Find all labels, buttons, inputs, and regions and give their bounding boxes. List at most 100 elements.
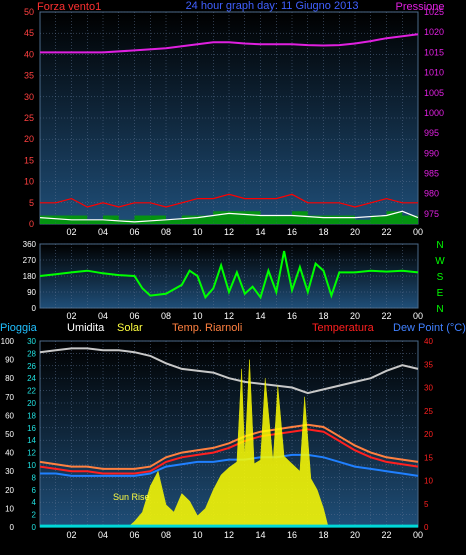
x-tick-label: 04 [98,227,108,237]
series-wind_speed-bar [260,215,277,224]
direction-label: W [435,256,445,267]
y-tick-left: 20 [24,134,34,144]
y-tick-humidity: 90 [5,356,14,365]
series-wind_speed-bar [276,215,292,224]
y-tick-rain: 30 [27,337,36,346]
direction-label: N [436,240,443,251]
series-temperature [39,428,419,475]
y-tick-left: 5 [29,198,34,208]
right-axis-label: Pressione [396,1,445,13]
y-tick-humidity: 30 [5,467,14,476]
y-tick-rain: 28 [27,349,36,358]
legend-item: Pioggia [0,322,38,334]
chart-title: 24 hour graph day: 11 Giugno 2013 [186,0,359,12]
x-tick-label: 08 [161,530,171,540]
y-tick-left: 0 [29,219,34,229]
y-tick-direction: 90 [27,288,36,297]
series-temp_apparent [39,423,419,470]
y-tick-direction: 0 [32,304,37,313]
y-tick-humidity: 40 [5,449,14,458]
direction-label: E [437,288,444,299]
y-tick-humidity: 60 [5,411,14,420]
y-tick-right: 990 [424,148,439,158]
x-tick-label: 00 [413,311,423,321]
series-wind_speed-bar [370,215,387,224]
left-axis-label: Forza vento1 [37,1,101,13]
x-tick-label: 02 [66,311,76,321]
y-tick-left: 35 [24,71,34,81]
y-tick-rain: 4 [32,498,37,507]
series-wind_avg [39,210,419,223]
y-tick-left: 25 [24,113,34,123]
y-tick-right: 1020 [424,27,444,37]
y-tick-humidity: 80 [5,374,14,383]
x-tick-label: 18 [318,227,328,237]
series-wind_speed-bar [307,215,324,224]
y-tick-rain: 20 [27,399,36,408]
x-tick-label: 04 [98,530,108,540]
legend-item: Dew Point (°C) [393,322,466,334]
legend-item: Temperatura [312,322,375,334]
direction-label: S [437,272,444,283]
y-tick-rain: 6 [32,486,37,495]
y-tick-temperature: 35 [424,360,433,369]
x-tick-label: 22 [381,227,391,237]
wind-pressure-panel: 0510152025303540455097598098599099510001… [24,0,444,237]
y-tick-right: 1015 [424,47,444,57]
series-wind_speed-bar [166,219,182,224]
series-wind_speed-bar [339,215,355,224]
series-wind_speed-bar [402,215,418,224]
x-tick-label: 08 [161,311,171,321]
y-tick-left: 10 [24,177,34,187]
x-tick-label: 14 [255,227,265,237]
x-tick-label: 00 [413,530,423,540]
y-tick-temperature: 40 [424,337,433,346]
series-wind_speed-bar [355,219,371,224]
x-tick-label: 22 [381,311,391,321]
x-tick-label: 10 [192,530,202,540]
y-tick-left: 15 [24,155,34,165]
x-tick-label: 18 [318,530,328,540]
y-tick-left: 45 [24,28,34,38]
y-tick-right: 1005 [424,88,444,98]
y-tick-direction: 360 [23,240,37,249]
series-wind_speed-bar [87,219,103,224]
series-wind_speed-bar [292,211,308,224]
y-tick-left: 40 [24,49,34,59]
x-tick-label: 16 [287,227,297,237]
x-tick-label: 02 [66,227,76,237]
series-wind-direction [39,250,419,300]
x-tick-label: 06 [129,227,139,237]
x-tick-label: 14 [255,530,265,540]
x-tick-label: 20 [350,227,360,237]
y-tick-direction: 270 [23,256,37,265]
x-tick-label: 06 [129,530,139,540]
x-tick-label: 16 [287,530,297,540]
x-tick-label: 20 [350,311,360,321]
y-tick-temperature: 15 [424,453,433,462]
legend-item: Umidita [67,322,105,334]
x-tick-label: 06 [129,311,139,321]
y-tick-right: 1010 [424,68,444,78]
y-tick-left: 30 [24,92,34,102]
series-pressure [40,33,419,54]
y-tick-left: 50 [24,7,34,17]
sun-rise-annotation: Sun Rise [113,492,150,502]
legend-item: Temp. Riarnoli [172,322,242,334]
series-wind_gust [40,193,418,208]
y-tick-temperature: 0 [424,523,429,532]
series-humidity [39,347,419,395]
x-tick-label: 02 [66,530,76,540]
y-tick-rain: 12 [27,449,36,458]
x-tick-label: 12 [224,530,234,540]
y-tick-right: 985 [424,169,439,179]
series-wind_speed-bar [181,215,198,224]
series-wind_speed-bar [244,211,261,224]
x-tick-label: 08 [161,227,171,237]
y-tick-humidity: 100 [1,337,15,346]
y-tick-humidity: 50 [5,430,14,439]
y-tick-right: 1025 [424,7,444,17]
y-tick-direction: 180 [23,272,37,281]
y-tick-rain: 18 [27,411,36,420]
